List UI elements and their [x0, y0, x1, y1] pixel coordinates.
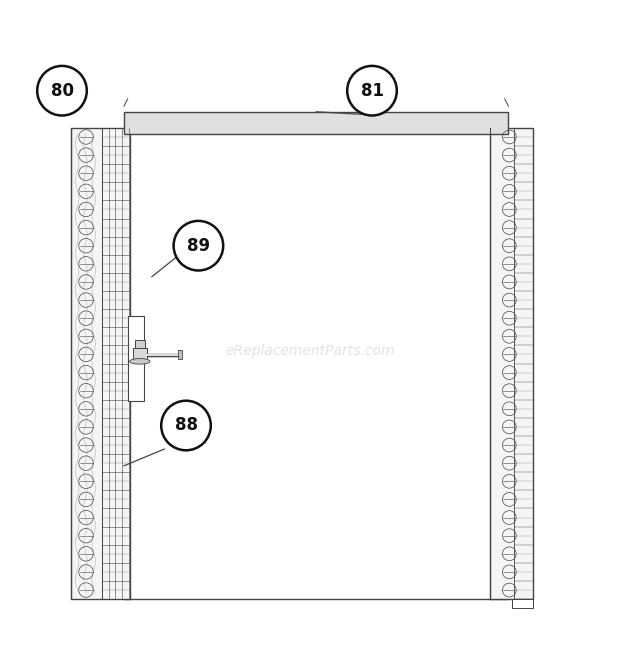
Bar [512, 599, 533, 608]
Circle shape [347, 66, 397, 116]
Bar [71, 128, 130, 599]
Bar [133, 348, 146, 361]
Text: 81: 81 [360, 82, 384, 100]
Bar [135, 340, 144, 348]
Text: eReplacementParts.com: eReplacementParts.com [225, 344, 395, 358]
Text: 80: 80 [50, 82, 74, 100]
Bar [124, 128, 508, 599]
Text: 88: 88 [174, 416, 198, 434]
Circle shape [37, 66, 87, 116]
Bar [128, 317, 144, 401]
Bar [179, 350, 182, 358]
Bar [124, 112, 508, 134]
Circle shape [161, 401, 211, 450]
Circle shape [174, 221, 223, 271]
Text: 89: 89 [187, 237, 210, 255]
Bar [490, 128, 533, 599]
Ellipse shape [130, 358, 150, 364]
